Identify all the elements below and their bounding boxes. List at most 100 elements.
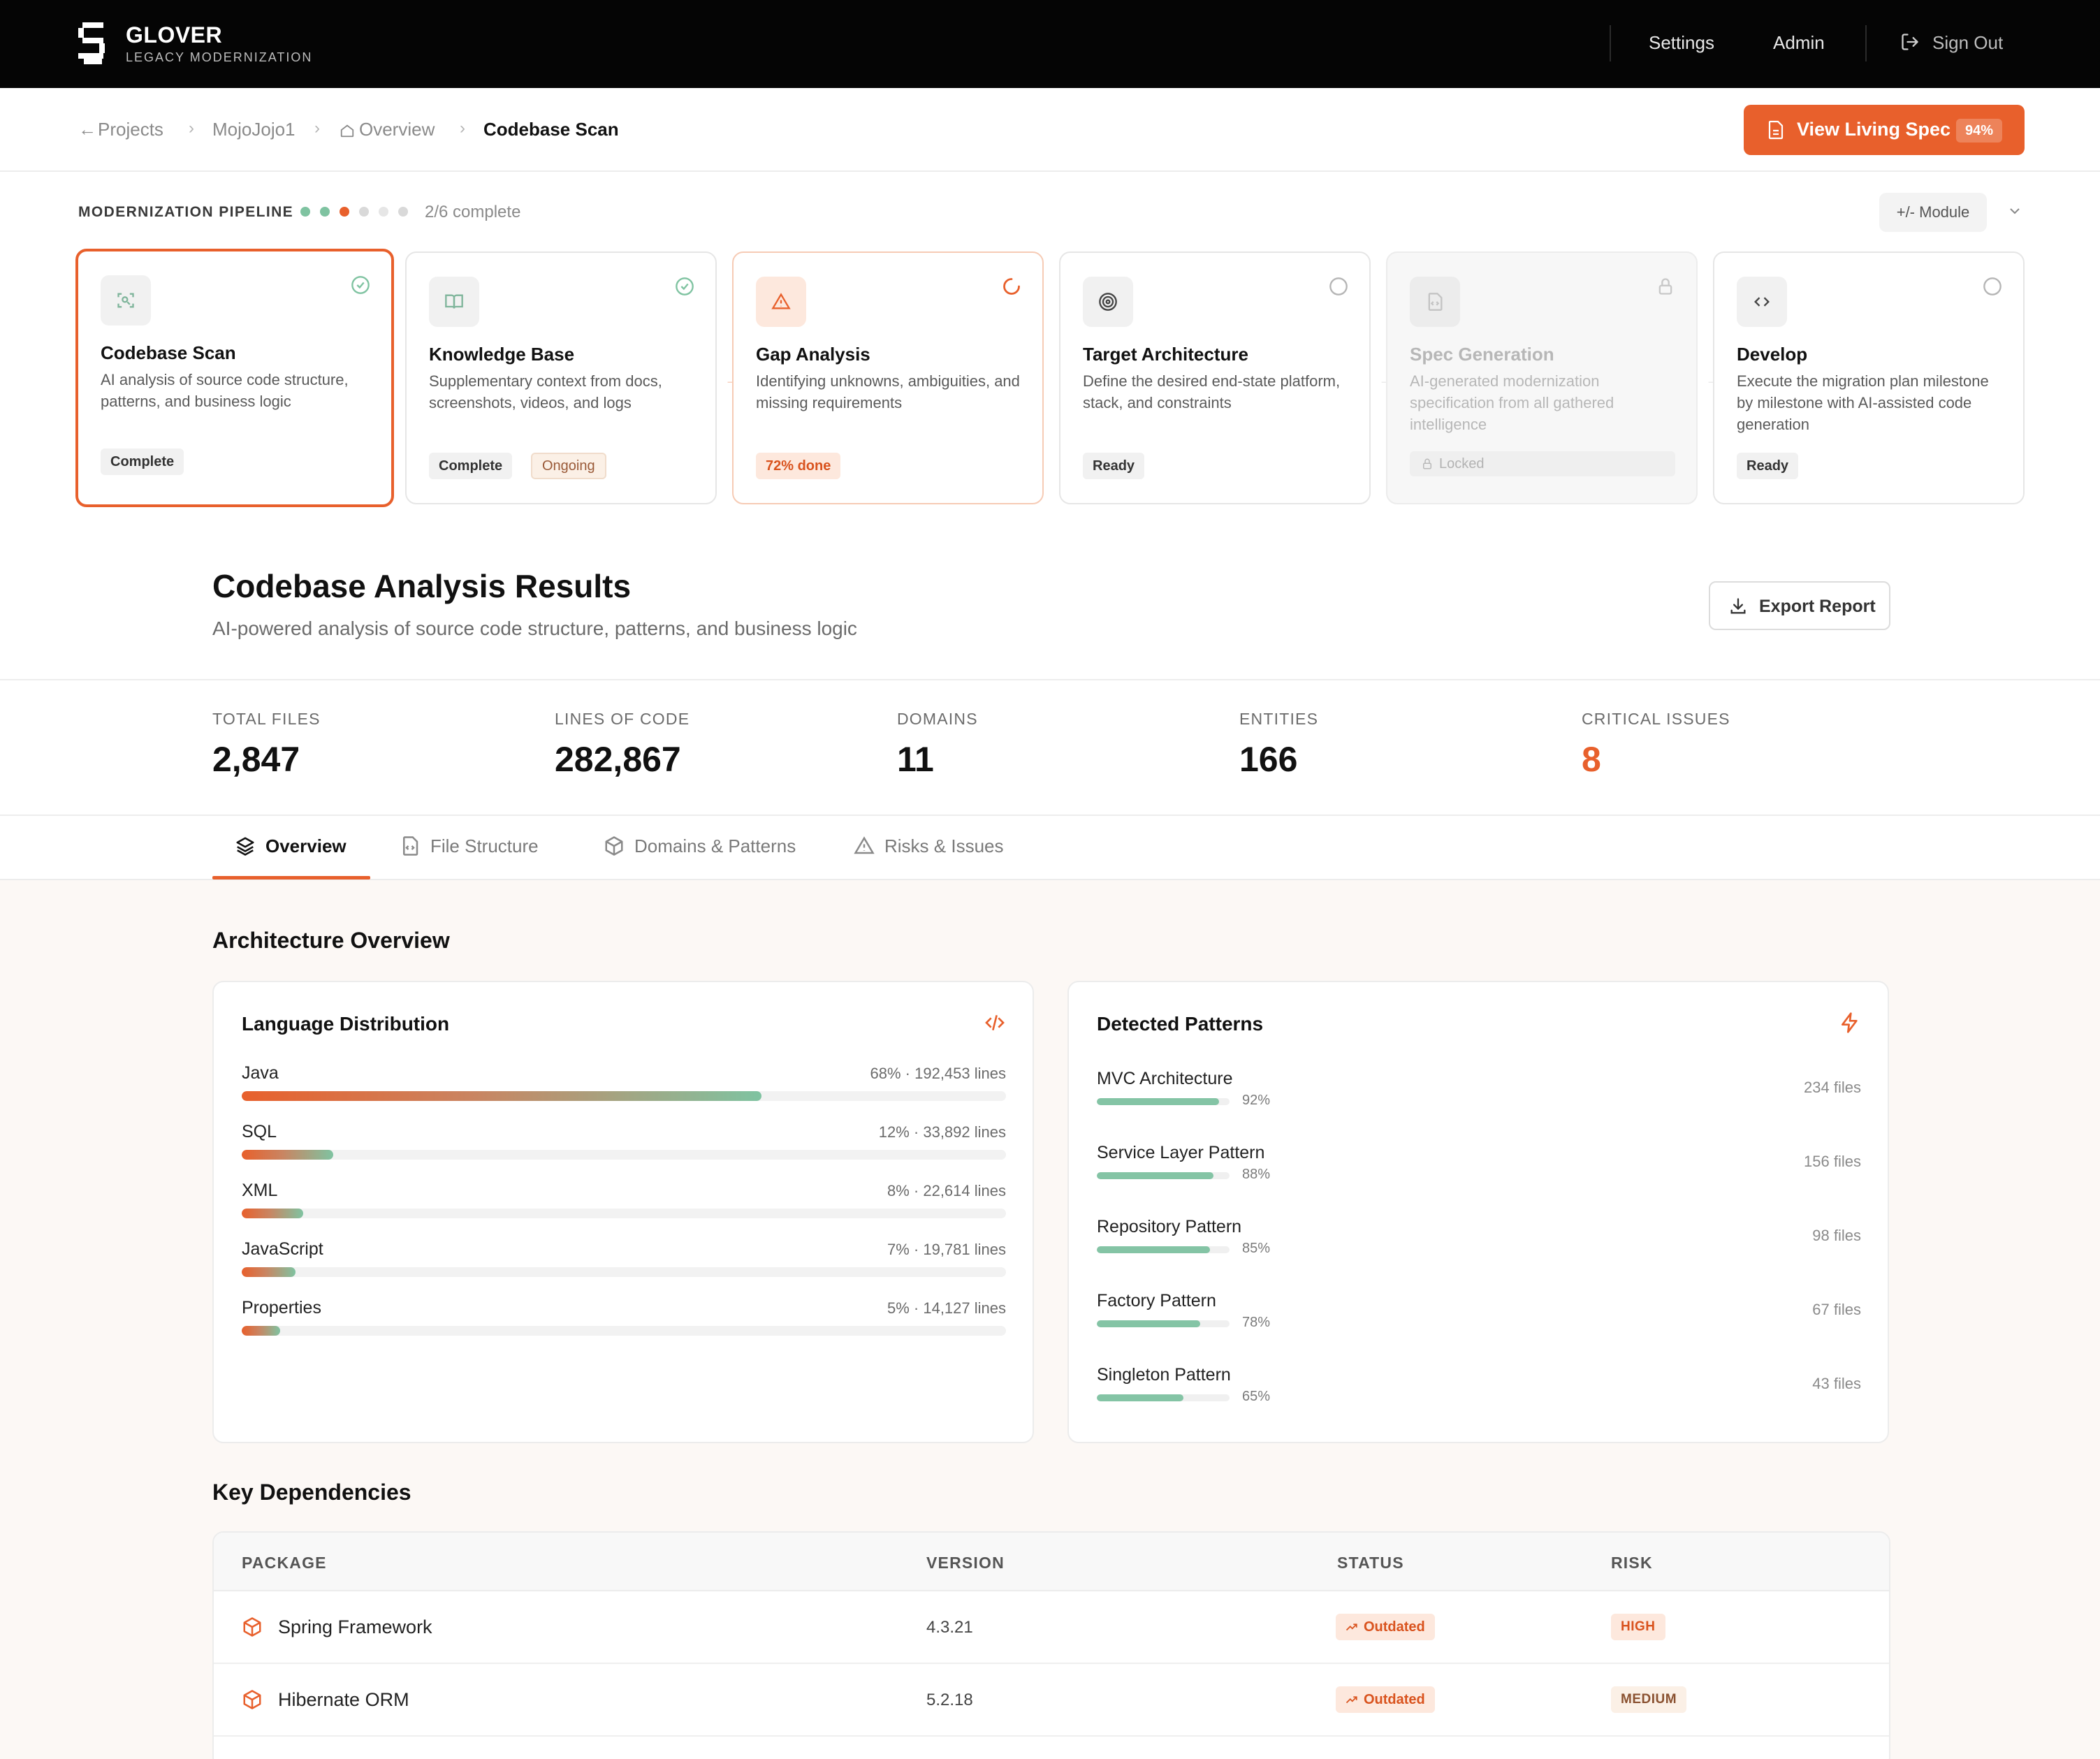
stage-description: Supplementary context from docs, screens… — [429, 372, 662, 411]
language-bar-fill — [242, 1150, 334, 1160]
stats-row — [0, 680, 2100, 816]
stat-value: 166 — [1239, 740, 1298, 779]
breadcrumb-projects[interactable]: Projects — [98, 119, 163, 140]
stage-card-target-architecture[interactable]: Target Architecture Define the desired e… — [1059, 251, 1371, 504]
table-row[interactable]: Spring Framework 4.3.21 Outdated HIGH — [214, 1591, 1889, 1664]
pattern-name: Repository Pattern — [1097, 1217, 1242, 1236]
pipeline-step-dot — [300, 207, 310, 217]
stat-label: TOTAL FILES — [212, 710, 321, 728]
breadcrumb-overview[interactable]: Overview — [359, 119, 435, 140]
key-dependencies-heading: Key Dependencies — [212, 1480, 411, 1505]
page-subtitle: AI-powered analysis of source code struc… — [212, 618, 857, 639]
critical-issues-value: 8 — [1582, 740, 1601, 779]
target-icon — [1083, 277, 1133, 327]
box-icon — [605, 836, 623, 856]
stage-description: AI-generated modernization specification… — [1410, 372, 1614, 433]
file-code-icon — [1410, 277, 1460, 327]
chevron-right-icon: › — [314, 119, 320, 138]
back-arrow-icon[interactable]: ← — [78, 119, 96, 140]
breadcrumb-project[interactable]: MojoJojo1 — [212, 119, 296, 140]
pattern-name: Service Layer Pattern — [1097, 1143, 1265, 1162]
pattern-confidence: 78% — [1242, 1315, 1271, 1330]
language-bar-track — [242, 1150, 1006, 1160]
empty-circle-icon — [1983, 277, 2001, 295]
package-icon — [243, 1617, 261, 1637]
admin-link[interactable]: Admin — [1773, 32, 1825, 53]
layers-icon — [236, 837, 254, 856]
lock-icon — [1658, 278, 1672, 295]
stage-title: Codebase Scan — [101, 342, 236, 363]
nav-divider — [1610, 25, 1611, 61]
language-row: JavaScript 7% · 19,781 lines — [242, 1239, 1006, 1290]
code-icon — [985, 1015, 1005, 1030]
stage-card-gap-analysis[interactable]: Gap Analysis Identifying unknowns, ambig… — [732, 251, 1044, 504]
language-name: XML — [242, 1181, 278, 1200]
breadcrumb-current: Codebase Scan — [483, 119, 619, 140]
column-header[interactable]: VERSION — [926, 1554, 1005, 1572]
trend-up-icon — [1346, 1696, 1357, 1704]
code-icon — [1737, 277, 1787, 327]
stage-title: Gap Analysis — [756, 344, 870, 365]
pattern-bar-track — [1097, 1320, 1230, 1327]
pattern-bar-fill — [1097, 1098, 1219, 1105]
status-badge: Outdated — [1336, 1686, 1435, 1713]
module-toggle-button[interactable]: +/- Module — [1879, 193, 1987, 232]
language-bar-fill — [242, 1091, 761, 1101]
stage-description: Identifying unknowns, ambiguities, and m… — [756, 372, 1020, 411]
pattern-file-count: 43 files — [1812, 1375, 1861, 1392]
pattern-bar-fill — [1097, 1320, 1201, 1327]
column-header[interactable]: PACKAGE — [242, 1554, 327, 1572]
stage-card-develop[interactable]: Develop Execute the migration plan miles… — [1713, 251, 2025, 504]
table-row[interactable]: Hibernate ORM 5.2.18 Outdated MEDIUM — [214, 1664, 1889, 1737]
language-bar-track — [242, 1091, 1006, 1101]
view-living-spec-button[interactable]: View Living Spec 94% — [1744, 105, 2025, 155]
view-living-spec-label: View Living Spec — [1797, 119, 1951, 140]
glover-logo-icon[interactable] — [78, 22, 109, 64]
language-name: Properties — [242, 1298, 321, 1318]
stage-status-badge: Complete — [101, 448, 184, 475]
table-header: PACKAGE VERSION STATUS RISK — [214, 1533, 1889, 1591]
export-report-label: Export Report — [1759, 597, 1876, 616]
stage-card-knowledge-base[interactable]: Knowledge Base Supplementary context fro… — [405, 251, 717, 504]
pattern-bar-track — [1097, 1246, 1230, 1253]
column-header[interactable]: STATUS — [1337, 1554, 1404, 1572]
stat-label: LINES OF CODE — [555, 710, 690, 728]
file-code-icon — [403, 836, 418, 856]
sign-out-icon[interactable] — [1900, 32, 1920, 52]
spinner-icon — [1003, 278, 1020, 295]
pattern-confidence: 92% — [1242, 1093, 1271, 1108]
scan-icon — [101, 275, 151, 326]
language-stats: 7% · 19,781 lines — [887, 1241, 1006, 1258]
pattern-row: Factory Pattern 78% 67 files — [1097, 1291, 1861, 1347]
language-distribution-panel: Language Distribution Java 68% · 192,453 … — [212, 981, 1034, 1443]
status-badge: Outdated — [1336, 1614, 1435, 1640]
language-stats: 68% · 192,453 lines — [870, 1065, 1006, 1082]
stat-label: DOMAINS — [897, 710, 978, 728]
pattern-bar-fill — [1097, 1172, 1214, 1179]
language-row: SQL 12% · 33,892 lines — [242, 1122, 1006, 1172]
chevron-right-icon: › — [189, 119, 194, 138]
pattern-row: Service Layer Pattern 88% 156 files — [1097, 1143, 1861, 1199]
column-header[interactable]: RISK — [1611, 1554, 1653, 1572]
stage-ongoing-badge: Ongoing — [531, 453, 606, 479]
dependencies-table: PACKAGE VERSION STATUS RISK Spring Frame… — [212, 1531, 1890, 1759]
risk-badge: HIGH — [1611, 1614, 1665, 1640]
language-bar-track — [242, 1209, 1006, 1218]
stage-locked-label: Locked — [1439, 456, 1485, 472]
top-bar: GLOVER LEGACY MODERNIZATION Settings Adm… — [0, 0, 2100, 88]
panel-title: Language Distribution — [242, 1013, 450, 1035]
pipeline-step-dot — [320, 207, 330, 217]
warning-icon — [756, 277, 806, 327]
stage-description: AI analysis of source code structure, pa… — [101, 371, 349, 410]
stage-card-codebase-scan[interactable]: Codebase Scan AI analysis of source code… — [75, 249, 394, 507]
stat-value: 2,847 — [212, 740, 300, 779]
language-row: Java 68% · 192,453 lines — [242, 1063, 1006, 1114]
sign-out-link[interactable]: Sign Out — [1932, 32, 2004, 53]
chevron-right-icon: › — [460, 119, 465, 138]
language-stats: 12% · 33,892 lines — [878, 1123, 1006, 1141]
pattern-confidence: 65% — [1242, 1389, 1271, 1404]
export-report-button[interactable]: Export Report — [1709, 581, 1890, 630]
settings-link[interactable]: Settings — [1649, 32, 1714, 53]
tab-label: Domains & Patterns — [634, 835, 796, 856]
chevron-down-icon[interactable] — [2006, 203, 2023, 219]
